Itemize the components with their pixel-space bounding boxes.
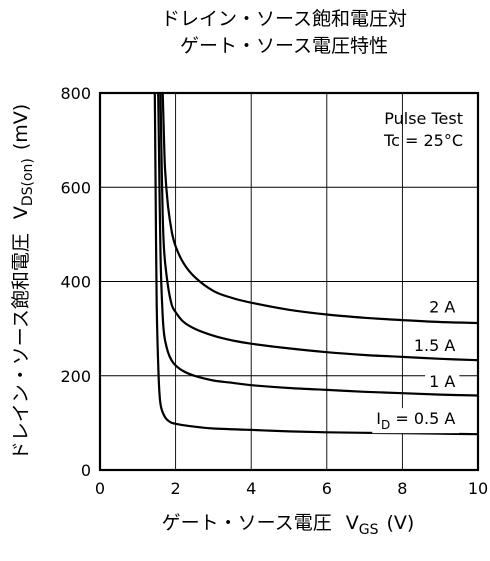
x-axis-label-symbol: V: [346, 512, 359, 534]
x-tick-label: 10: [468, 479, 488, 498]
x-tick-label: 4: [246, 479, 256, 498]
y-tick-label: 600: [60, 178, 91, 197]
y-axis-label-subscript: DS(on): [20, 158, 36, 206]
series-line-2: [159, 93, 478, 362]
annotation-pulse-test: Pulse Test: [384, 109, 463, 128]
series-label-3: 1 A: [429, 372, 455, 391]
x-tick-label: 6: [322, 479, 332, 498]
series-label-background: [425, 370, 460, 392]
x-axis-label: ゲート・ソース電圧 VGS (V): [162, 512, 415, 538]
x-tick-label: 2: [171, 479, 181, 498]
annotation-temperature: Tc = 25°C: [383, 131, 463, 150]
series-label-subscript: D: [381, 418, 390, 432]
chart-title-line1: ドレイン・ソース飽和電圧対: [161, 8, 407, 30]
x-tick-labels: 0 2 4 6 8 10: [95, 479, 488, 498]
series-label-2: 1.5 A: [414, 336, 456, 355]
series-line-3: [157, 93, 478, 397]
series-line-1: [161, 93, 478, 325]
y-axis-label-main: ドレイン・ソース飽和電圧: [10, 233, 32, 460]
y-tick-label: 0: [81, 461, 91, 480]
x-axis-label-unit: (V): [386, 512, 414, 534]
series-label-1: 2 A: [429, 297, 455, 316]
series-label-background: [425, 296, 460, 318]
series-label-symbol: I: [376, 409, 381, 428]
series-labels: 2 A 1.5 A 1 A ID = 0.5 A: [372, 296, 460, 434]
x-axis-label-subscript: GS: [359, 522, 379, 538]
x-tick-label: 0: [95, 479, 105, 498]
series-line-4: [153, 93, 478, 436]
series-label-background: [372, 408, 460, 434]
plot-frame: [98, 91, 480, 472]
y-tick-label: 400: [60, 273, 91, 292]
y-axis-label: ドレイン・ソース飽和電圧 VDS(on) (mV): [10, 104, 36, 460]
x-axis-label-main: ゲート・ソース電圧: [162, 512, 332, 534]
y-axis-label-symbol: V: [10, 206, 32, 219]
y-tick-label: 200: [60, 367, 91, 386]
curves: [153, 93, 478, 436]
series-label-background: [409, 335, 460, 357]
series-label-text: = 0.5 A: [390, 409, 455, 428]
x-tick-label: 8: [397, 479, 407, 498]
series-label-4: ID = 0.5 A: [376, 409, 455, 432]
y-axis-label-unit: (mV): [10, 104, 32, 150]
y-tick-label: 800: [60, 84, 91, 103]
y-tick-labels: 0 200 400 600 800: [60, 84, 91, 480]
chart-title-line2: ゲート・ソース電圧特性: [180, 35, 388, 57]
